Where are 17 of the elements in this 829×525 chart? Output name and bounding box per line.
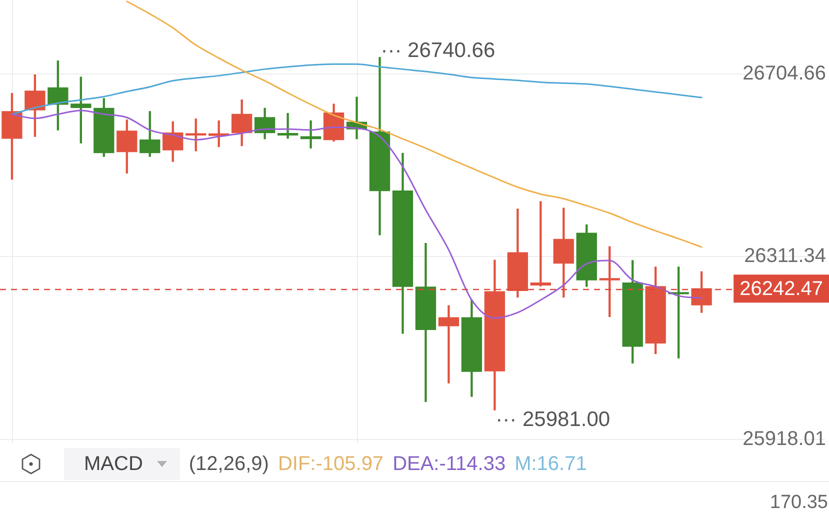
candlestick — [438, 305, 460, 384]
candlestick — [530, 201, 551, 286]
annotation: ··· 26740.66 — [380, 39, 496, 62]
text: 170.35 — [770, 492, 828, 514]
y-tick-label: 26704.66 — [742, 62, 826, 85]
candlestick — [277, 112, 298, 139]
indicator-dropdown[interactable]: MACD — [64, 448, 180, 480]
text: M:16.71 — [514, 452, 587, 474]
line-series — [126, 0, 702, 248]
candlestick — [300, 120, 322, 148]
text: (12,26,9) — [188, 452, 269, 474]
y-tick-label: 26311.34 — [744, 245, 826, 268]
ref-line-label: 26242.47 — [740, 278, 823, 300]
text: DIF:-105.97 — [278, 452, 384, 474]
y-tick-label: 25918.01 — [742, 428, 826, 450]
annotation: ··· 25981.00 — [496, 408, 610, 431]
text: DEA:-114.33 — [392, 452, 506, 474]
